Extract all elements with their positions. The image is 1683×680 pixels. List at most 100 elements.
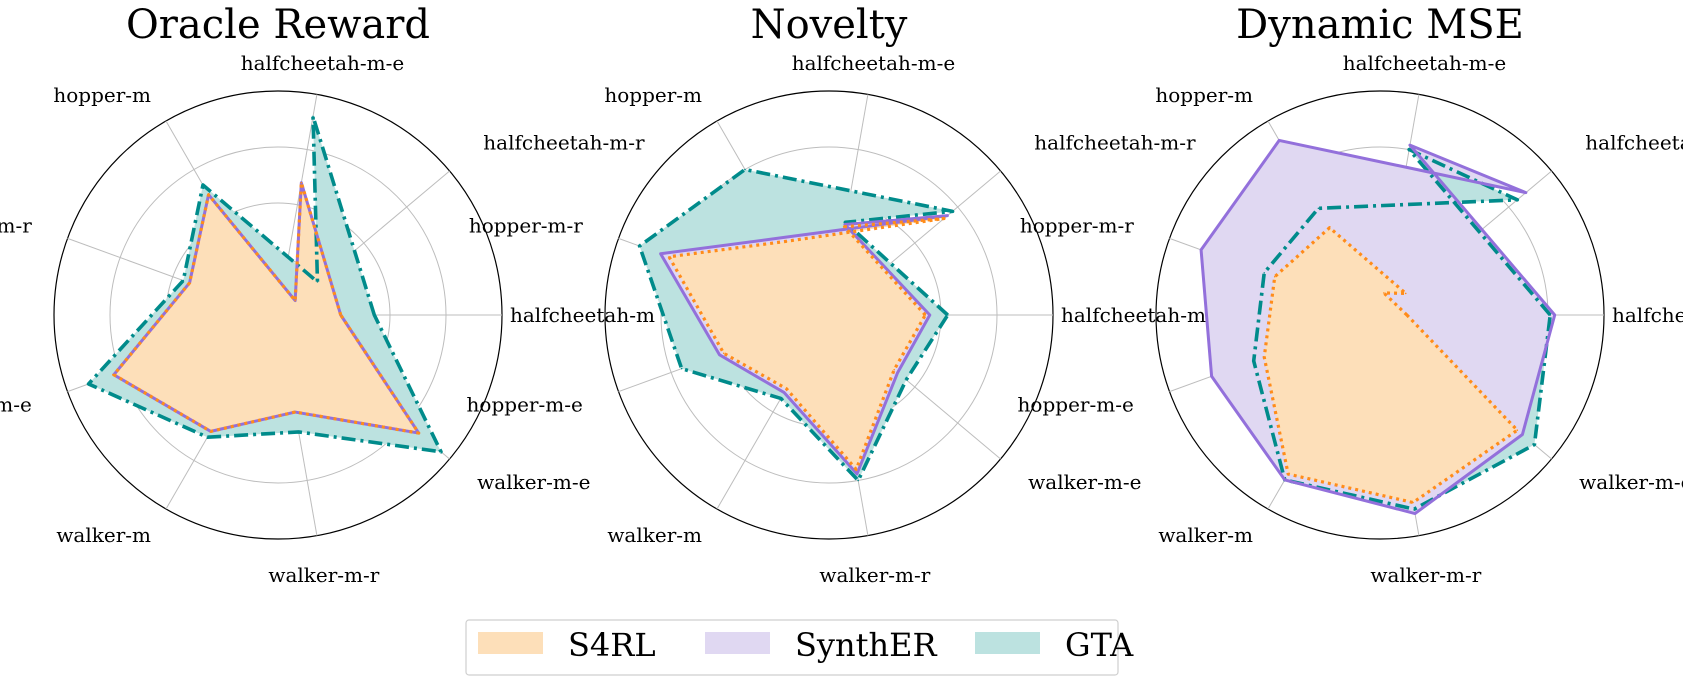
- point-s4rl-hopper-m: [1328, 226, 1331, 229]
- point-s4rl-walker-m: [785, 387, 788, 390]
- axis-label-walker-m-e: walker-m-e: [1579, 470, 1683, 494]
- series-area-s4rl: [1264, 227, 1518, 503]
- point-s4rl-hopper-m-e: [1263, 356, 1266, 358]
- point-gta-walker-m: [780, 397, 782, 400]
- point-gta-hopper-m-e: [87, 383, 90, 385]
- point-synther-hopper-m-e: [718, 354, 721, 356]
- point-s4rl-walker-m-r: [1412, 501, 1414, 504]
- point-s4rl-walker-m-r: [855, 468, 858, 471]
- axis-label-hopper-m-r: hopper-m-r: [0, 213, 32, 237]
- point-gta-walker-m-e: [905, 378, 908, 381]
- series-line-s4rl: [667, 216, 946, 472]
- point-gta-halfcheetah-m: [373, 314, 376, 316]
- point-gta-halfcheetah-m-r: [316, 281, 319, 283]
- point-s4rl-hopper-m: [785, 240, 788, 243]
- axis-label-hopper-m-r: hopper-m-r: [1020, 213, 1134, 237]
- point-s4rl-halfcheetah-m: [1406, 314, 1408, 316]
- legend-label-gta: GTA: [1065, 626, 1134, 664]
- point-gta-walker-m-e: [1533, 443, 1536, 446]
- point-gta-hopper-m: [744, 168, 746, 171]
- legend-swatch-synther: [705, 632, 770, 654]
- point-synther-halfcheetah-m-r: [1525, 191, 1527, 194]
- axis-label-walker-m: walker-m: [56, 523, 151, 547]
- point-s4rl-hopper-m-r: [188, 282, 191, 284]
- point-synther-walker-m-e: [896, 371, 899, 374]
- legend-label-synther: SynthER: [795, 626, 937, 664]
- series-line-gta: [86, 114, 443, 454]
- point-s4rl-hopper-m-e: [722, 352, 725, 355]
- point-s4rl-hopper-m-e: [113, 373, 115, 376]
- point-gta-hopper-m-e: [1252, 360, 1255, 362]
- axis-label-hopper-m: hopper-m: [1155, 83, 1253, 107]
- axis-label-halfcheetah-m-e: halfcheetah-m-e: [241, 51, 405, 75]
- point-synther-halfcheetah-m-e: [844, 223, 846, 226]
- axis-label-halfcheetah-m-r: halfcheetah-m-r: [1585, 131, 1683, 155]
- chart-title-novelty: Novelty: [751, 2, 908, 48]
- axis-label-walker-m-r: walker-m-r: [1370, 563, 1481, 587]
- series-line-synther: [659, 214, 949, 476]
- series-line-synther: [1199, 138, 1557, 516]
- point-s4rl-halfcheetah-m-r: [1404, 292, 1407, 295]
- axis-label-hopper-m-e: hopper-m-e: [1018, 393, 1134, 417]
- point-gta-walker-m-r: [297, 431, 300, 433]
- point-gta-halfcheetah-m-e: [844, 221, 847, 224]
- point-synther-walker-m: [1284, 479, 1286, 481]
- point-synther-halfcheetah-m-e: [1409, 144, 1411, 146]
- point-gta-walker-m-r: [857, 479, 859, 482]
- axis-label-hopper-m-e: hopper-m-e: [467, 393, 583, 417]
- legend-swatch-gta: [975, 632, 1040, 654]
- legend-label-s4rl: S4RL: [568, 626, 656, 664]
- series-line-s4rl: [1262, 226, 1519, 505]
- series-area-s4rl: [669, 218, 944, 470]
- point-synther-hopper-m-r: [659, 252, 662, 255]
- axis-label-walker-m-e: walker-m-e: [1028, 470, 1141, 494]
- point-gta-halfcheetah-m-e: [1408, 148, 1410, 151]
- point-synther-halfcheetah-m: [1553, 314, 1556, 316]
- point-gta-hopper-m-r: [1263, 272, 1266, 274]
- axis-label-halfcheetah-m: halfcheetah-m: [1612, 303, 1683, 327]
- point-synther-halfcheetah-m-r: [946, 214, 949, 217]
- point-s4rl-halfcheetah-m-r: [943, 217, 945, 220]
- series-area-s4rl: [113, 182, 419, 434]
- chart-title-oracle-reward: Oracle Reward: [126, 2, 430, 48]
- point-synther-walker-m-r: [1414, 512, 1416, 515]
- chart-title-dynamic-mse: Dynamic MSE: [1236, 2, 1524, 48]
- point-gta-halfcheetah-m: [946, 314, 949, 316]
- point-synther-walker-m-r: [856, 473, 858, 475]
- point-gta-halfcheetah-m-e: [312, 115, 314, 118]
- radar-panel-novelty: Novelty halfcheetah-m halfcheetah-m-e halfc…: [467, 2, 1206, 587]
- point-gta-halfcheetah-m: [1549, 314, 1552, 316]
- point-gta-halfcheetah-m-r: [951, 210, 954, 213]
- axis-label-walker-m-r: walker-m-r: [268, 563, 379, 587]
- legend-frame: [465, 619, 1119, 676]
- point-gta-walker-m-r: [1413, 508, 1416, 510]
- axis-label-walker-m: walker-m: [1158, 523, 1253, 547]
- axis-label-halfcheetah-m-e: halfcheetah-m-e: [1343, 51, 1507, 75]
- point-s4rl-halfcheetah-m-e: [300, 181, 303, 184]
- radar-panels: Oracle Reward halfcheetah-m halfcheetah-m-…: [0, 2, 1683, 587]
- axis-label-halfcheetah-m-r: halfcheetah-m-r: [1034, 131, 1196, 155]
- point-s4rl-halfcheetah-m-r: [294, 299, 296, 302]
- point-s4rl-hopper-m-r: [1273, 275, 1276, 278]
- point-synther-hopper-m-r: [1200, 249, 1202, 251]
- point-gta-hopper-m: [1317, 207, 1320, 210]
- axis-label-halfcheetah-m-e: halfcheetah-m-e: [792, 51, 956, 75]
- axis-label-hopper-m: hopper-m: [53, 83, 151, 107]
- series-line-gta: [1251, 147, 1553, 511]
- point-s4rl-walker-m: [210, 430, 212, 433]
- point-s4rl-hopper-m: [207, 193, 210, 196]
- radar-panel-oracle-reward: Oracle Reward halfcheetah-m halfcheetah-m-…: [0, 2, 655, 587]
- point-gta-hopper-m: [202, 184, 204, 186]
- axis-label-halfcheetah-m-r: halfcheetah-m-r: [483, 131, 645, 155]
- axis-label-walker-m: walker-m: [607, 523, 702, 547]
- point-synther-walker-m: [783, 391, 785, 394]
- point-s4rl-halfcheetah-m: [339, 314, 342, 316]
- point-s4rl-hopper-m-r: [668, 255, 670, 258]
- axis-label-hopper-m-r: hopper-m-r: [469, 213, 583, 237]
- point-gta-halfcheetah-m-r: [1516, 199, 1519, 201]
- axis-label-walker-m-e: walker-m-e: [477, 470, 590, 494]
- point-s4rl-halfcheetah-m-e: [843, 225, 846, 228]
- point-s4rl-walker-m-e: [1516, 429, 1519, 431]
- point-synther-hopper-m: [783, 236, 785, 239]
